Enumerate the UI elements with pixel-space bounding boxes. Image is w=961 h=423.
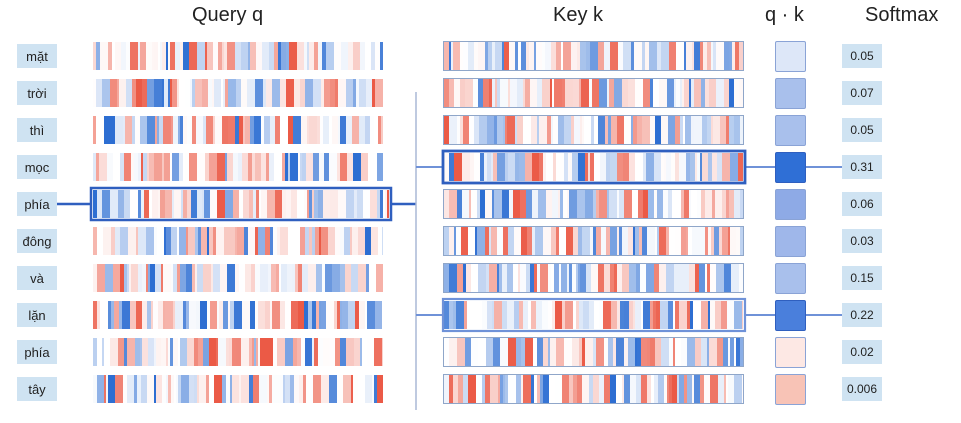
key-strip-border (443, 41, 744, 71)
key-strip-border (443, 226, 744, 256)
key-vector (444, 116, 743, 144)
softmax-value: 0.31 (842, 155, 882, 179)
key-strip-border (443, 78, 744, 108)
key-vector (444, 301, 743, 329)
dot-product-cell (775, 374, 806, 405)
softmax-value: 0.22 (842, 303, 882, 327)
query-vector (93, 375, 383, 403)
dot-product-cell (775, 78, 806, 109)
query-vector (93, 190, 389, 218)
dot-product-cell (775, 41, 806, 72)
token-label: mặt (17, 44, 57, 68)
query-highlight-box (89, 186, 393, 222)
dot-product-cell (775, 189, 806, 220)
dot-product-cell (775, 226, 806, 257)
key-vector (444, 190, 743, 218)
query-vector (93, 264, 383, 292)
key-strip-border (443, 337, 744, 367)
token-label: lặn (17, 303, 57, 327)
connector-lines (57, 92, 842, 410)
query-vector (93, 338, 383, 366)
softmax-value: 0.05 (842, 118, 882, 142)
token-label: trời (17, 81, 57, 105)
softmax-value: 0.006 (842, 377, 882, 401)
key-vector (444, 227, 743, 255)
softmax-value: 0.05 (842, 44, 882, 68)
dot-product-cell-highlighted (775, 152, 806, 183)
key-strip-border (443, 189, 744, 219)
softmax-value: 0.02 (842, 340, 882, 364)
query-vectors (93, 42, 389, 403)
key-strip-border (443, 263, 744, 293)
key-vector (444, 42, 743, 70)
token-label: và (17, 266, 57, 290)
token-label: đông (17, 229, 57, 253)
softmax-value: 0.07 (842, 81, 882, 105)
query-vector (93, 227, 383, 255)
query-vector (93, 79, 383, 107)
token-label: phía (17, 340, 57, 364)
dot-product-cell (775, 263, 806, 294)
softmax-value: 0.15 (842, 266, 882, 290)
query-vector (93, 42, 383, 70)
token-label: mọc (17, 155, 57, 179)
softmax-value: 0.03 (842, 229, 882, 253)
key-highlight-box (441, 297, 747, 333)
key-vector (444, 338, 743, 366)
dot-product-cell (775, 337, 806, 368)
key-highlight-box (441, 149, 747, 185)
query-vector (93, 116, 383, 144)
softmax-header: Softmax (865, 4, 939, 26)
token-label: thì (17, 118, 57, 142)
token-label: tây (17, 377, 57, 401)
dot-product-cell-highlighted (775, 300, 806, 331)
key-vector (444, 375, 743, 403)
query-vector (93, 301, 383, 329)
softmax-value: 0.06 (842, 192, 882, 216)
key-vector (444, 153, 743, 181)
key-vector (444, 79, 743, 107)
query-vector (93, 153, 383, 181)
key-strip-border (443, 374, 744, 404)
token-label-query: phía (17, 192, 57, 216)
dot-product-header: q · k (765, 4, 804, 26)
key-vectors (444, 42, 743, 403)
key-vector (444, 264, 743, 292)
query-header: Query q (192, 4, 264, 26)
key-header: Key k (553, 4, 604, 26)
dot-product-cell (775, 115, 806, 146)
highlight-boxes (89, 41, 747, 404)
key-strip-border (443, 115, 744, 145)
